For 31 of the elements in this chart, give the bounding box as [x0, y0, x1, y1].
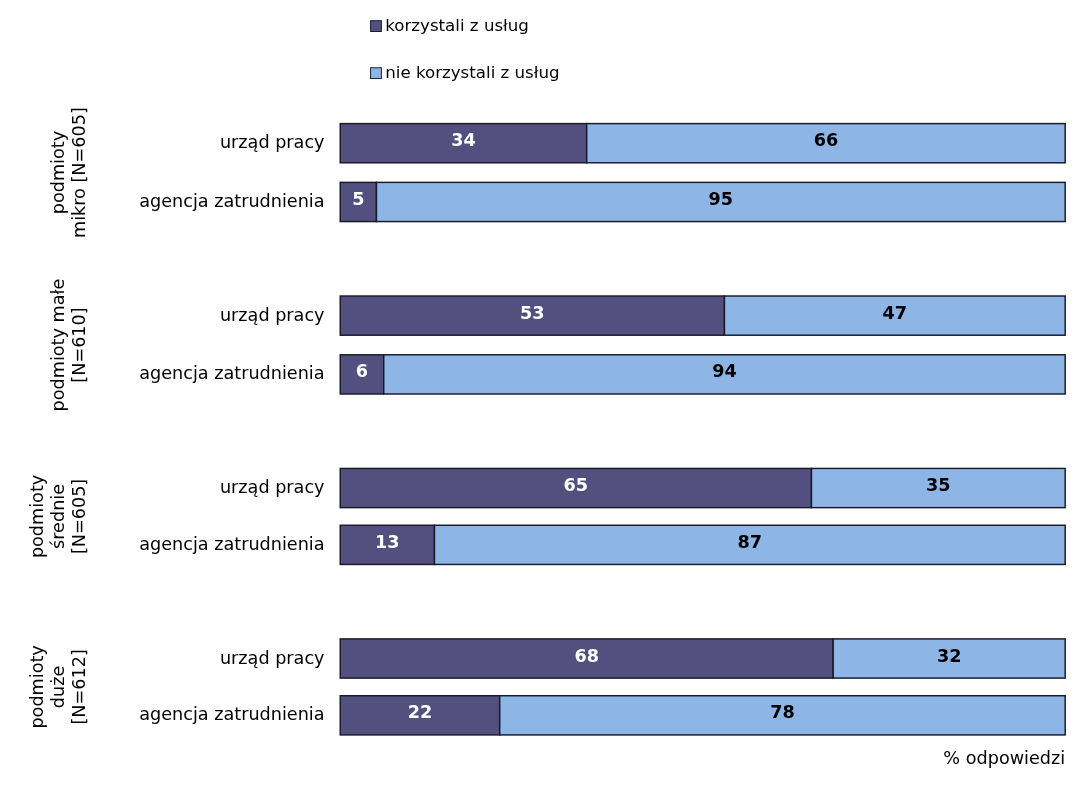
y-tick-label: urząd pracy [219, 647, 325, 668]
data-label: 95 [708, 189, 734, 210]
text: podmioty średnie [N=605] [27, 474, 89, 559]
data-label: 78 [770, 702, 795, 723]
data-label: 13 [375, 531, 400, 552]
y-tick-label: urząd pracy [219, 304, 325, 325]
data-label: 5 [352, 189, 365, 210]
data-label: 6 [355, 361, 369, 382]
legend-label: nie korzystali z usług [385, 63, 560, 83]
data-label: 35 [926, 475, 951, 496]
data-label: 34 [451, 130, 476, 151]
text: podmioty małe [N=610] [47, 278, 89, 412]
x-axis-title: % odpowiedzi [943, 748, 1066, 769]
y-tick-label: agencja zatrudnienia [139, 363, 325, 384]
legend-label: korzystali z usług [385, 16, 529, 36]
y-tick-label: urząd pracy [219, 132, 325, 153]
text: podmioty mikro [N=605] [47, 107, 89, 239]
data-label: 47 [882, 302, 908, 323]
y-tick-label: agencja zatrudnienia [139, 190, 325, 211]
data-label: 87 [737, 531, 763, 552]
data-label: 66 [813, 130, 839, 151]
data-label: 53 [520, 302, 545, 323]
text: podmioty duże [N=612] [27, 645, 89, 729]
y-tick-label: agencja zatrudnienia [139, 533, 325, 554]
data-label: 68 [574, 645, 599, 666]
y-tick-label: agencja zatrudnienia [139, 704, 325, 725]
data-label: 65 [563, 475, 589, 496]
data-label: 94 [712, 361, 737, 382]
data-label: 22 [407, 702, 433, 723]
data-label: 32 [936, 645, 962, 666]
y-tick-label: urząd pracy [219, 477, 325, 498]
